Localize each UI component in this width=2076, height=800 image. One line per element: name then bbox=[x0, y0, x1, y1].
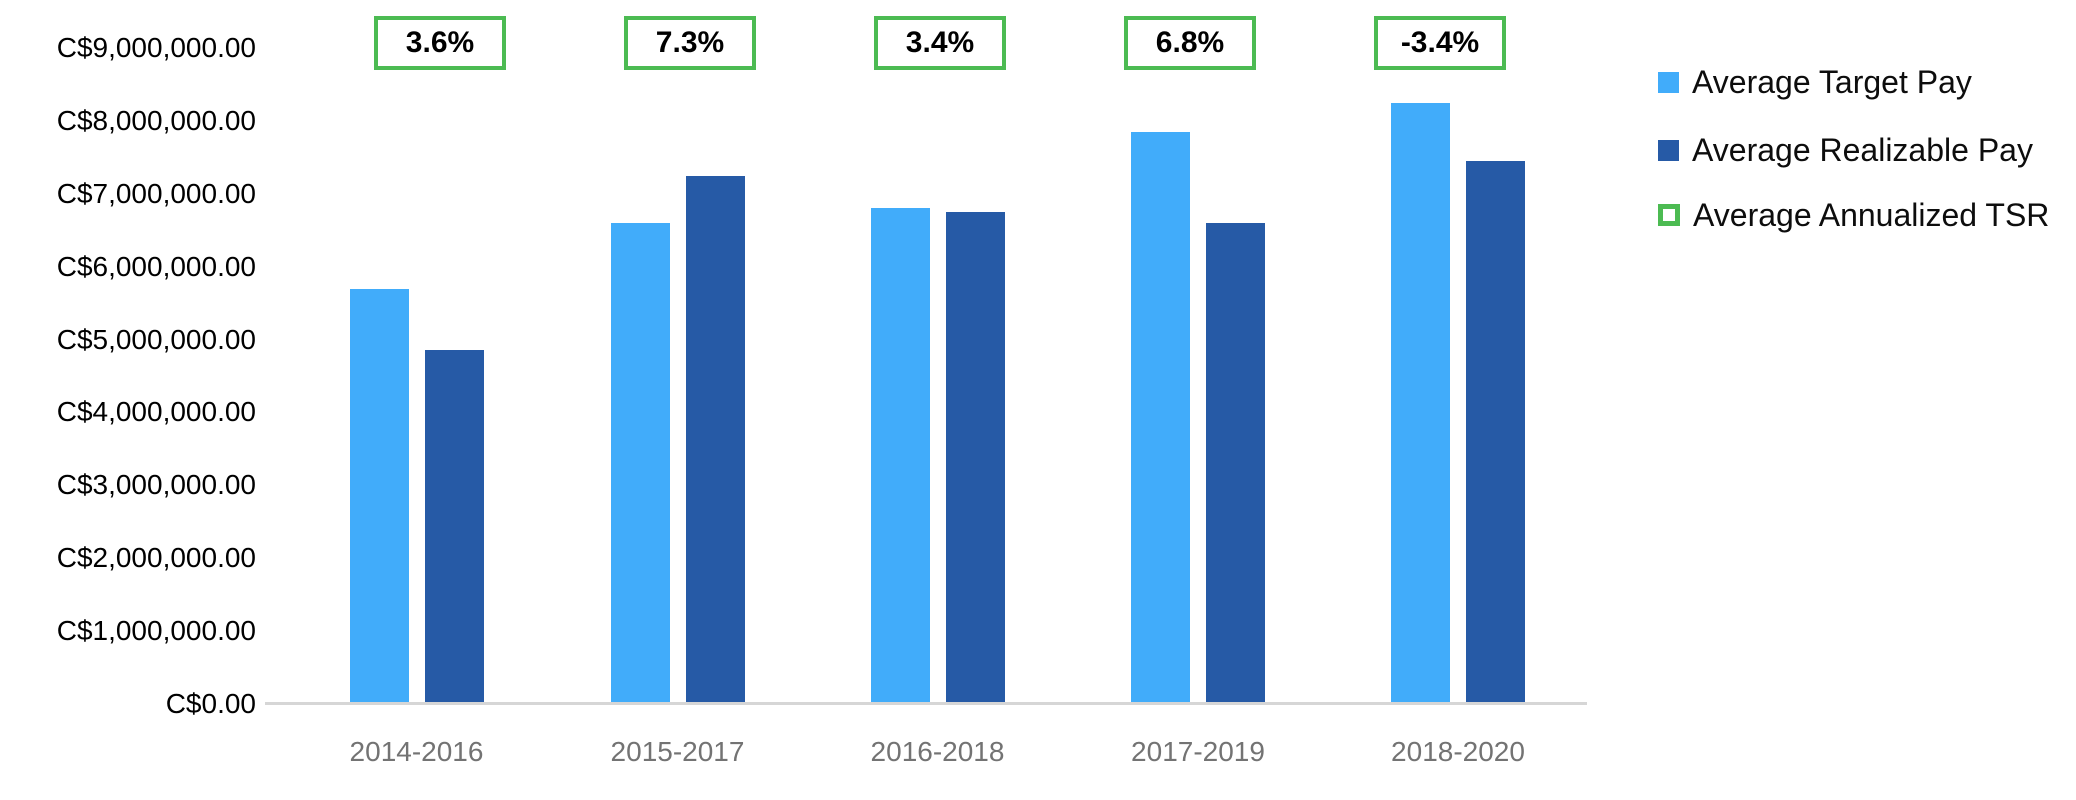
legend-label: Average Annualized TSR bbox=[1693, 196, 2050, 233]
legend-item-average-realizable-pay: Average Realizable Pay bbox=[1658, 129, 2033, 171]
x-axis-line bbox=[265, 702, 1587, 705]
target-pay-swatch-icon bbox=[1658, 71, 1679, 93]
bar-average-realizable-pay bbox=[945, 212, 1005, 704]
x-tick-label: 2014-2016 bbox=[349, 736, 484, 767]
y-tick-label: C$7,000,000.00 bbox=[56, 177, 256, 209]
bar-average-target-pay bbox=[610, 222, 670, 704]
y-tick-label: C$0.00 bbox=[165, 688, 256, 719]
tsr-open-square-swatch-icon bbox=[1658, 204, 1680, 226]
y-tick-label: C$6,000,000.00 bbox=[56, 250, 256, 282]
y-tick-label: C$5,000,000.00 bbox=[56, 323, 256, 355]
tsr-annotation-box: 3.4% bbox=[874, 16, 1006, 70]
y-tick-label: C$4,000,000.00 bbox=[56, 396, 256, 428]
bar-average-realizable-pay bbox=[685, 175, 745, 704]
bar-average-realizable-pay bbox=[1466, 160, 1525, 704]
tsr-annotation-box: -3.4% bbox=[1374, 16, 1506, 70]
legend-label: Average Realizable Pay bbox=[1692, 131, 2033, 168]
y-tick-label: C$1,000,000.00 bbox=[56, 615, 256, 647]
legend-label: Average Target Pay bbox=[1692, 63, 1972, 100]
bar-average-target-pay bbox=[1131, 131, 1190, 704]
tsr-annotation-box: 3.6% bbox=[374, 16, 506, 70]
x-tick-label: 2016-2018 bbox=[870, 736, 1005, 767]
y-tick-label: C$2,000,000.00 bbox=[56, 542, 256, 574]
bar-average-target-pay bbox=[1391, 102, 1450, 704]
y-tick-label: C$3,000,000.00 bbox=[56, 469, 256, 501]
y-tick-label: C$9,000,000.00 bbox=[56, 32, 256, 63]
x-tick-label: 2018-2020 bbox=[1391, 736, 1525, 767]
tsr-annotation-box: 7.3% bbox=[624, 16, 756, 70]
bar-average-target-pay bbox=[870, 208, 930, 704]
legend-item-average-annualized-tsr: Average Annualized TSR bbox=[1658, 194, 2049, 236]
bar-average-realizable-pay bbox=[424, 350, 484, 704]
y-tick-label: C$8,000,000.00 bbox=[56, 104, 256, 136]
realizable-pay-swatch-icon bbox=[1658, 139, 1679, 161]
tsr-annotation-box: 6.8% bbox=[1124, 16, 1256, 70]
legend-item-average-target-pay: Average Target Pay bbox=[1658, 61, 1972, 103]
bar-average-realizable-pay bbox=[1206, 222, 1265, 704]
bar-average-target-pay bbox=[349, 288, 409, 704]
x-tick-label: 2017-2019 bbox=[1131, 736, 1265, 767]
x-tick-label: 2015-2017 bbox=[610, 736, 745, 767]
